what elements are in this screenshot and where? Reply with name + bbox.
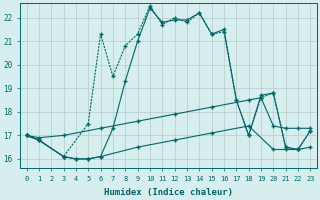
X-axis label: Humidex (Indice chaleur): Humidex (Indice chaleur) xyxy=(104,188,233,197)
